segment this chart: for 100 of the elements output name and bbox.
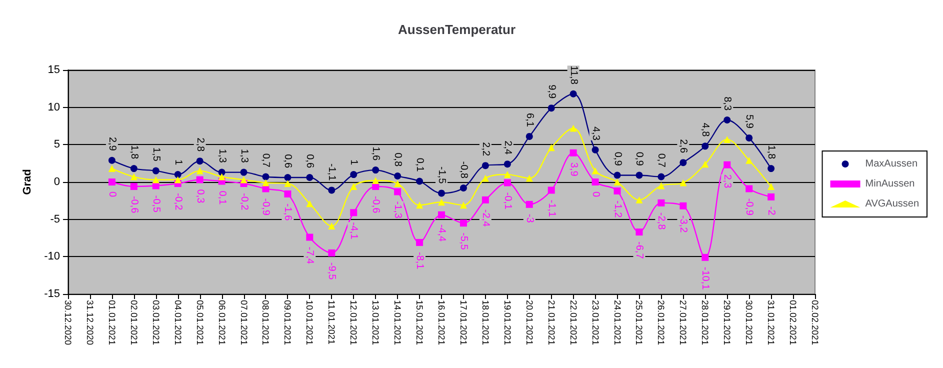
point [746,185,753,192]
data-label: -3 [524,214,535,224]
x-tick-label: 12.01.2021 [348,300,359,346]
x-tick-label: 05.01.2021 [194,300,205,346]
point [746,134,753,142]
point [724,116,731,124]
data-label: 0,8 [392,152,404,167]
y-tick-label: 10 [48,101,60,114]
point [636,172,643,179]
point [284,180,292,187]
point [130,165,138,172]
point [680,179,687,186]
x-tick-label: 13.01.2021 [370,300,381,346]
point [306,200,314,208]
data-label: -5,5 [458,232,469,250]
point [416,178,424,185]
x-tick-label: 04.01.2021 [172,300,183,346]
x-tick-label: 02.01.2021 [128,300,139,346]
data-label: 0 [590,192,601,198]
x-tick-label: 03.01.2021 [150,300,161,346]
data-label: 0,7 [656,153,667,168]
x-tick-label: 02.02.2021 [810,300,820,346]
x-tick-label: 19.01.2021 [502,300,512,346]
point [526,200,533,208]
point [394,180,402,187]
data-label: 0,6 [282,154,294,168]
x-tick-label: 06.01.2021 [216,300,227,346]
point [768,165,775,172]
point [768,193,775,200]
point [284,190,292,198]
x-tick-label: 15.01.2021 [414,300,425,346]
data-label: -0,9 [744,198,755,216]
point [328,249,336,256]
point [460,184,467,192]
point [592,146,599,154]
data-label: 1,8 [766,145,777,160]
data-label: -1,2 [612,200,623,218]
point [482,196,489,204]
point [526,174,533,182]
point [614,178,621,186]
point [108,156,116,164]
data-label: 2,2 [480,142,491,157]
point [130,173,138,180]
data-label: -1,6 [282,203,294,222]
data-label: 1,8 [128,145,140,160]
point [482,162,489,170]
point [636,196,643,204]
x-tick-label: 29.01.2021 [722,300,732,346]
point [548,186,555,194]
point [350,171,358,178]
data-label: -7,4 [304,246,316,264]
data-label: -2 [766,206,777,216]
point [746,156,753,164]
data-label: 0,9 [634,152,645,166]
x-tick-label: 31.12.2020 [84,300,95,346]
point [306,234,314,241]
point [174,176,182,184]
data-label: 1,3 [216,148,228,164]
data-label: 0,1 [414,158,426,172]
data-label: 3,9 [568,162,579,177]
data-label: 5,9 [744,114,755,129]
data-label: -0,6 [128,196,140,214]
point [306,174,314,182]
x-tick-label: 22.01.2021 [568,300,578,346]
chart-title: AussenTemperatur [398,22,516,37]
x-tick-label: 24.01.2021 [612,300,622,346]
x-tick-label: 16.01.2021 [436,300,446,346]
data-label: -2,8 [656,212,667,230]
point [438,198,445,206]
point [636,228,643,236]
data-label: -0,2 [172,192,184,211]
point [262,179,270,186]
point [570,149,577,156]
data-label: 0 [106,192,118,198]
point [570,124,577,132]
point [614,187,621,194]
y-axis-title: Grad [22,169,34,195]
x-tick-label: 01.01.2021 [106,300,117,346]
data-label: -9,5 [326,262,338,280]
point [548,144,555,152]
x-tick-label: 07.01.2021 [238,300,249,346]
point [372,177,380,184]
point [218,173,226,180]
data-label: -8,1 [414,252,426,270]
point [262,173,270,180]
data-label: -6,7 [634,242,645,260]
point [196,167,204,174]
x-tick-label: 20.01.2021 [524,300,534,346]
data-label: 2,4 [502,140,513,156]
point [702,254,709,261]
data-label: 0,9 [612,152,623,166]
x-tick-label: 10.01.2021 [304,300,315,346]
y-tick-label: 5 [54,138,60,151]
point [152,176,160,184]
x-tick-label: 08.01.2021 [260,300,271,346]
data-label: 4,3 [590,126,601,141]
point [372,166,380,174]
point [702,142,709,150]
point [438,190,445,197]
data-label: 0,7 [260,153,272,168]
